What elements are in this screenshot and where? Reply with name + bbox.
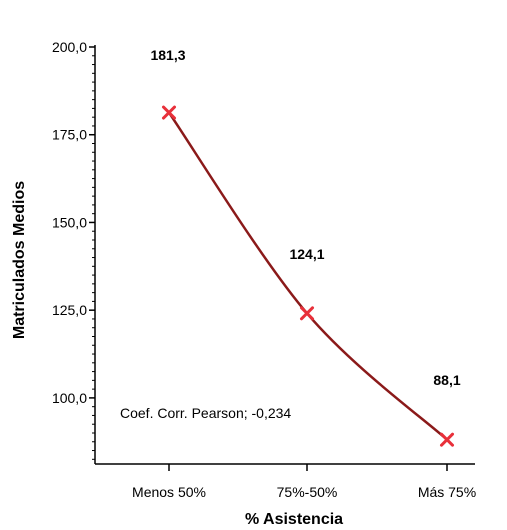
x-tick-label: Menos 50% [132, 484, 206, 500]
x-axis-title: % Asistencia [245, 511, 343, 528]
y-axis: 100,0 125,0 150,0 175,0 200,0 [52, 39, 96, 464]
pearson-annotation: Coef. Corr. Pearson; -0,234 [120, 405, 291, 421]
data-label: 181,3 [150, 47, 185, 63]
data-label: 88,1 [433, 372, 460, 388]
data-point-marker [440, 432, 454, 447]
y-tick-label: 100,0 [52, 390, 87, 406]
data-label: 124,1 [289, 246, 324, 262]
data-point-marker [300, 306, 314, 321]
y-ticks: 100,0 125,0 150,0 175,0 200,0 [52, 39, 95, 460]
y-tick-label: 125,0 [52, 302, 87, 318]
y-axis-title: Matriculados Medios [11, 181, 28, 339]
y-tick-label: 175,0 [52, 127, 87, 143]
x-tick-label: 75%-50% [277, 484, 338, 500]
y-tick-label: 200,0 [52, 39, 87, 55]
x-tick-label: Más 75% [418, 484, 476, 500]
data-point-marker [162, 105, 176, 120]
x-axis: Menos 50% 75%-50% Más 75% [95, 463, 476, 500]
data-markers [162, 105, 454, 447]
series-line [167, 111, 448, 441]
y-tick-label: 150,0 [52, 214, 87, 230]
x-ticks: Menos 50% 75%-50% Más 75% [132, 464, 476, 500]
data-labels: 181,3 124,1 88,1 [150, 47, 460, 388]
